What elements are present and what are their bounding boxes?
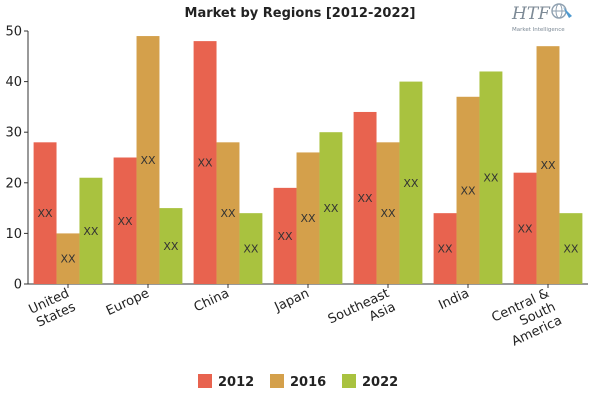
bar (399, 81, 423, 284)
data-label: XX (323, 202, 339, 215)
data-label: XX (300, 212, 316, 225)
x-tick-label: India (436, 286, 471, 313)
x-tick-label: Japan (272, 286, 312, 315)
data-label: XX (243, 243, 259, 256)
bar (376, 142, 400, 284)
data-label: XX (460, 184, 476, 197)
bar (353, 111, 377, 285)
y-tick-label: 10 (5, 227, 22, 242)
data-label: XX (198, 157, 214, 170)
x-tick-label: China (192, 286, 232, 315)
data-label: XX (403, 177, 419, 190)
data-label: XX (380, 207, 396, 220)
bar (296, 152, 320, 284)
bar (513, 172, 537, 284)
legend-label: 2016 (290, 375, 326, 390)
data-label: XX (38, 207, 54, 220)
bar (216, 142, 240, 284)
data-label: XX (118, 215, 134, 228)
data-label: XX (220, 207, 236, 220)
data-label: XX (438, 243, 454, 256)
logo-text: HTF (511, 4, 551, 24)
bar (456, 96, 480, 284)
data-label: XX (563, 243, 579, 256)
x-tick-label-line: India (436, 286, 471, 313)
y-tick-label: 40 (5, 75, 22, 90)
legend-swatch (198, 374, 212, 388)
x-tick-label-line: China (192, 286, 232, 315)
bar (273, 187, 297, 284)
bar (193, 41, 217, 285)
x-tick-label: Europe (104, 286, 152, 319)
y-tick-label: 20 (5, 176, 22, 191)
data-label: XX (83, 225, 99, 238)
legend-label: 2012 (218, 375, 254, 390)
data-label: XX (278, 230, 294, 243)
data-label: XX (540, 159, 556, 172)
data-label: XX (518, 222, 534, 235)
bar (33, 142, 57, 284)
x-tick-label-line: Japan (272, 286, 312, 315)
y-tick-label: 50 (5, 25, 22, 40)
bar (79, 177, 103, 284)
bar (536, 46, 560, 285)
legend-swatch (270, 374, 284, 388)
legend-label: 2022 (362, 375, 398, 390)
bar (136, 36, 160, 285)
bar (159, 208, 183, 284)
logo-subtext: Market Intelligence (512, 27, 565, 33)
x-tick-label-line: Europe (104, 286, 152, 319)
chart-legend: 2012 2016 2022 (198, 374, 398, 390)
legend-swatch (342, 374, 356, 388)
bar (479, 71, 503, 284)
data-label: XX (140, 154, 156, 167)
bar (433, 213, 457, 284)
data-label: XX (358, 192, 374, 205)
y-tick-label: 30 (5, 126, 22, 141)
data-label: XX (163, 240, 179, 253)
data-label: XX (483, 172, 499, 185)
logo: HTF Market Intelligence (508, 2, 578, 38)
globe-icon (551, 3, 572, 19)
bar (56, 233, 80, 284)
bar (319, 132, 343, 284)
bar (239, 213, 263, 284)
chart-title: Market by Regions [2012-2022] (185, 6, 416, 21)
bar (113, 157, 137, 284)
y-tick-label: 0 (14, 278, 22, 293)
bar (559, 213, 583, 284)
data-label: XX (60, 253, 76, 266)
